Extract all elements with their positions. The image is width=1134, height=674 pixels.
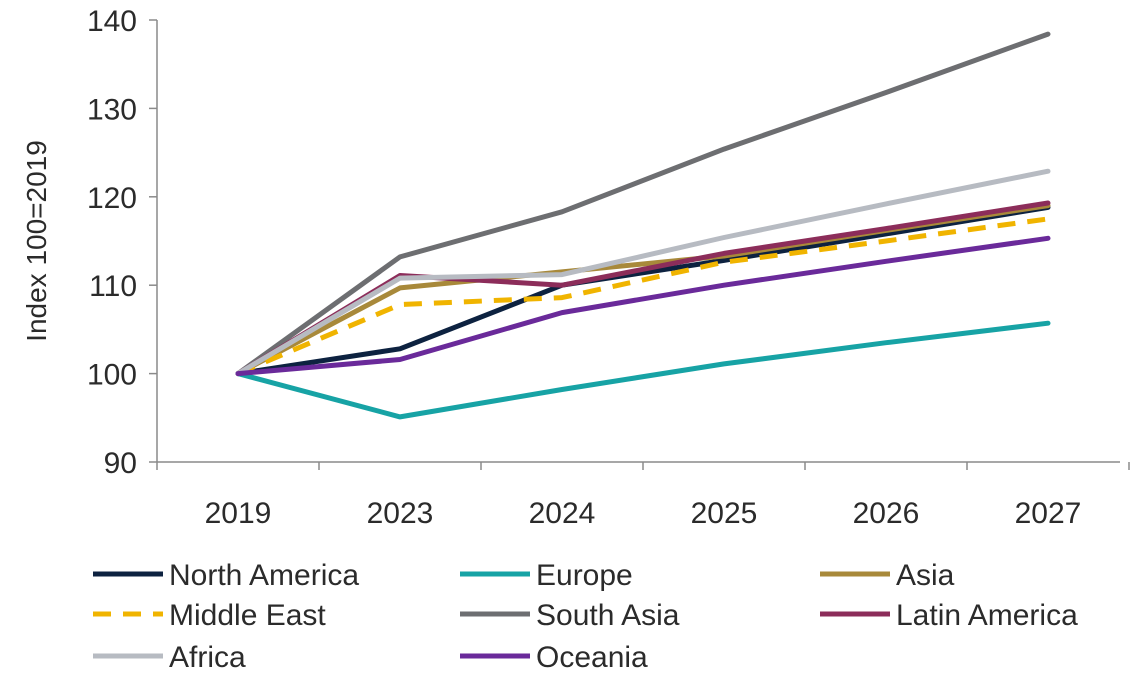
chart-legend: North America Europe Asia Middle East South …	[93, 559, 1078, 674]
y-axis-title: Index 100=2019	[21, 140, 52, 342]
legend-label-latin-america: Latin America	[896, 599, 1078, 632]
chart-series	[235, 31, 1051, 420]
chart-axes: 90 100 110 120 130 140 2019 2023 2024 2025 2026 202…	[87, 5, 1130, 530]
series-line-asia	[235, 203, 1051, 377]
legend-label-europe: Europe	[536, 559, 633, 592]
x-tick-label: 2026	[853, 497, 920, 530]
y-tick-label: 120	[87, 182, 137, 215]
series-line-oceania	[235, 235, 1051, 377]
x-tick-label: 2027	[1015, 497, 1082, 530]
legend-label-north-america: North America	[169, 559, 359, 592]
legend-label-oceania: Oceania	[536, 641, 648, 674]
x-tick-label: 2023	[367, 497, 434, 530]
x-tick-label: 2024	[529, 497, 596, 530]
y-tick-label: 110	[89, 270, 137, 303]
legend-label-asia: Asia	[896, 559, 955, 592]
series-line-middle-east	[237, 216, 1049, 376]
legend-label-south-asia: South Asia	[536, 599, 680, 632]
series-line-europe	[235, 320, 1051, 420]
y-tick-label: 100	[87, 359, 137, 392]
series-line-north-america	[235, 204, 1051, 377]
legend-label-middle-east: Middle East	[169, 599, 326, 632]
y-tick-label: 130	[87, 93, 137, 126]
y-tick-label: 140	[87, 5, 137, 38]
y-tick-label: 90	[104, 447, 137, 480]
legend-label-africa: Africa	[169, 641, 246, 674]
series-line-africa	[235, 168, 1051, 377]
x-tick-label: 2019	[205, 497, 272, 530]
x-tick-label: 2025	[691, 497, 758, 530]
series-line-south-asia	[235, 31, 1051, 377]
